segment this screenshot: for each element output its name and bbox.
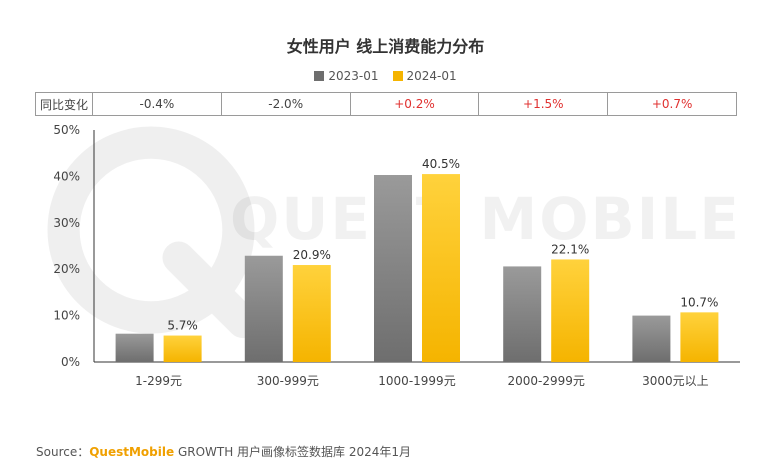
data-label: 40.5% <box>422 157 460 171</box>
bar-2023-01-5 <box>632 315 671 362</box>
watermark-text: QUEST MOBILE <box>230 185 741 253</box>
source-rest: GROWTH 用户画像标签数据库 2024年1月 <box>174 445 412 459</box>
bar-2024-01-3 <box>422 174 460 362</box>
legend-label-2023: 2023-01 <box>328 69 379 83</box>
yoy-cell: +0.2% <box>349 92 480 116</box>
legend-swatch-2023 <box>314 71 325 81</box>
legend-label-2024: 2024-01 <box>406 69 457 83</box>
x-tick-label: 2000-2999元 <box>507 374 584 388</box>
legend-swatch-2024 <box>392 71 403 81</box>
x-tick-label: 1-299元 <box>135 374 182 388</box>
bar-2023-01-1 <box>115 333 154 362</box>
legend: 2023-01 2024-01 <box>0 69 771 83</box>
chart-title: 女性用户 线上消费能力分布 <box>286 37 485 56</box>
x-tick-label: 3000元以上 <box>642 374 709 388</box>
source-prefix: Source： <box>36 445 90 459</box>
data-label: 10.7% <box>680 295 718 309</box>
y-tick-label: 50% <box>53 123 80 137</box>
bar-2024-01-2 <box>292 265 331 362</box>
x-tick-label: 1000-1999元 <box>378 374 455 388</box>
watermark-logo-icon <box>47 126 260 339</box>
yoy-cell: +0.7% <box>607 92 737 116</box>
y-tick-label: 10% <box>53 309 80 323</box>
bar-2024-01-1 <box>163 335 202 362</box>
x-tick-label: 300-999元 <box>257 374 319 388</box>
source-brand: QuestMobile <box>89 445 175 459</box>
legend-item-2024: 2024-01 <box>392 69 457 83</box>
y-tick-label: 0% <box>61 355 80 369</box>
data-label: 20.9% <box>293 248 331 262</box>
yoy-cell: -2.0% <box>220 92 351 116</box>
data-label: 22.1% <box>551 242 589 256</box>
data-label: 5.7% <box>167 319 198 333</box>
yoy-header: 同比变化 <box>35 92 93 116</box>
yoy-cell: +1.5% <box>478 92 609 116</box>
yoy-row: 同比变化 -0.4% -2.0% +0.2% +1.5% +0.7% <box>35 92 737 116</box>
yoy-table: 同比变化 -0.4% -2.0% +0.2% +1.5% +0.7% <box>35 92 737 116</box>
bar-2024-01-4 <box>551 259 590 362</box>
legend-item-2023: 2023-01 <box>314 69 379 83</box>
y-tick-label: 40% <box>53 169 80 183</box>
source-note: Source：QuestMobile GROWTH 用户画像标签数据库 2024… <box>36 443 411 460</box>
bar-2023-01-3 <box>374 175 412 362</box>
yoy-cell: -0.4% <box>92 92 222 116</box>
y-tick-label: 30% <box>53 216 80 230</box>
bar-2023-01-4 <box>503 266 542 362</box>
bar-2024-01-5 <box>680 312 719 362</box>
y-tick-label: 20% <box>53 262 80 276</box>
bar-2023-01-2 <box>244 255 283 362</box>
